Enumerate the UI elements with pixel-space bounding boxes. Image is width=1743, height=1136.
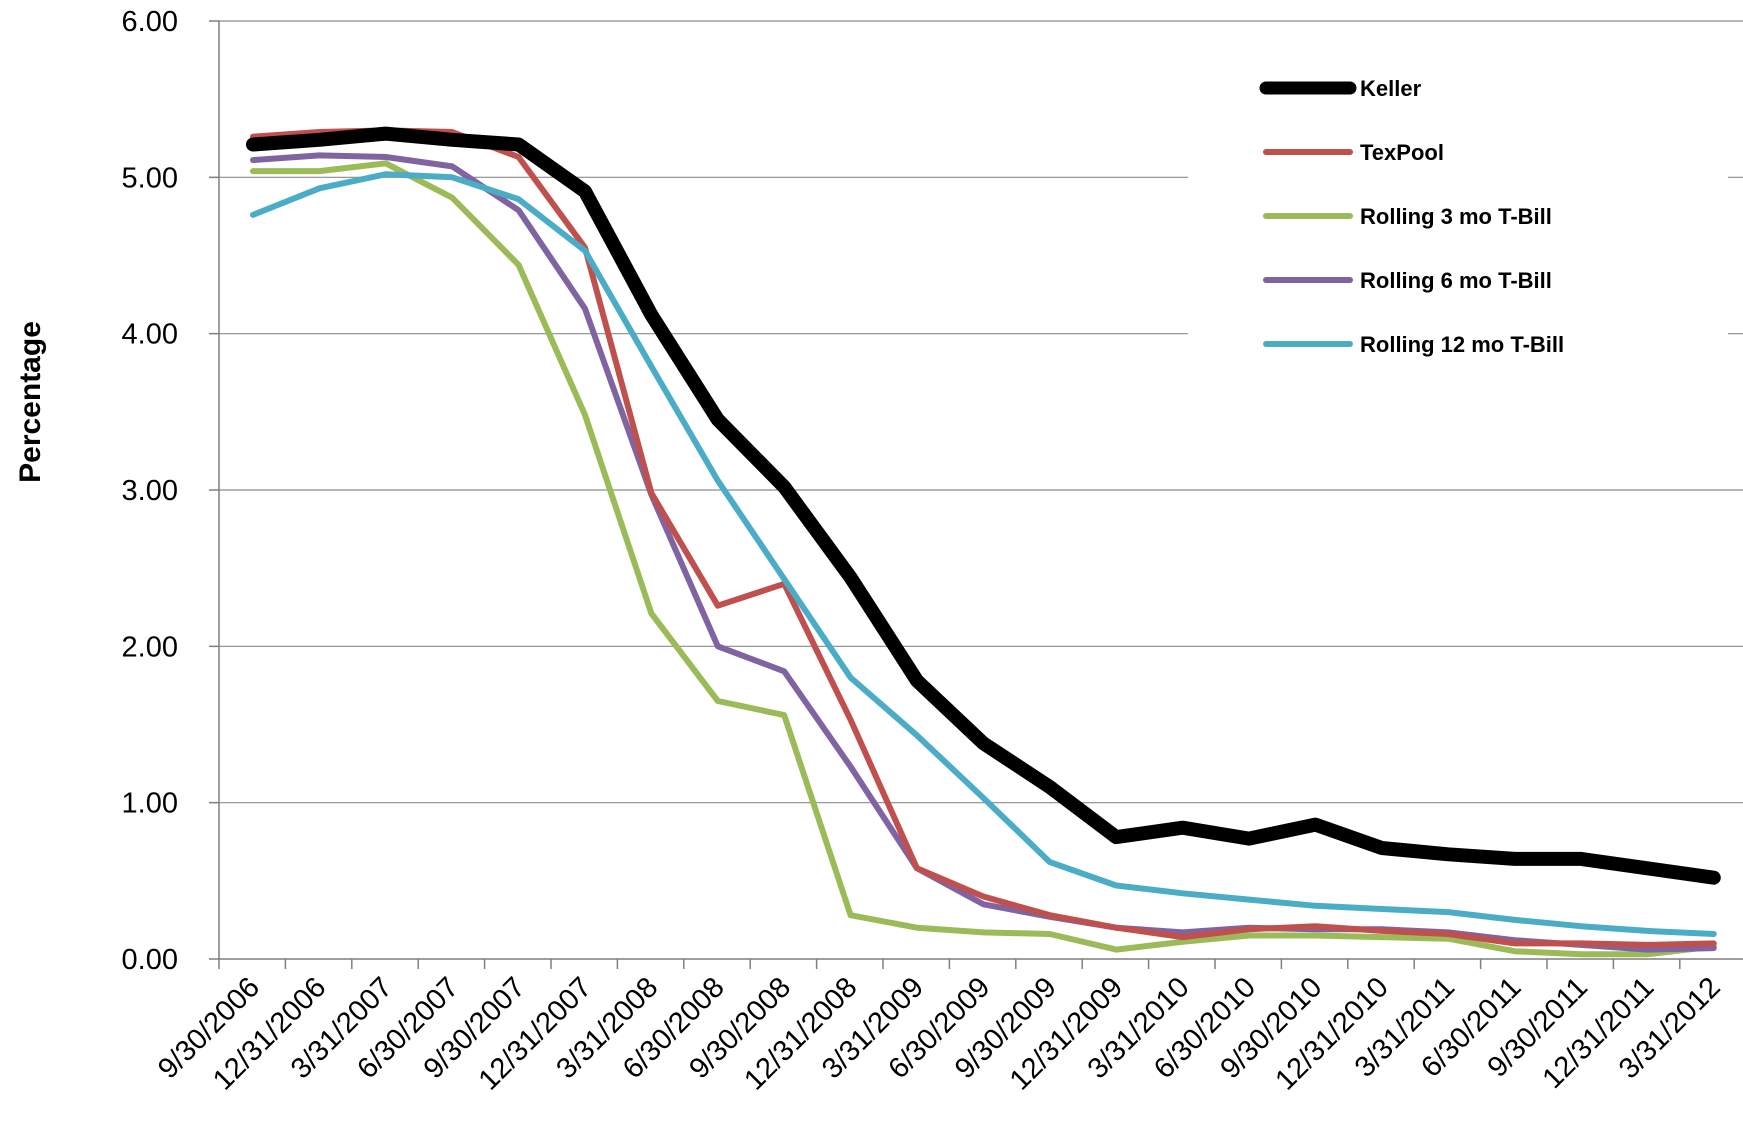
y-tick-label: 0.00 (122, 944, 178, 976)
y-tick-labels: 0.00 1.00 2.00 3.00 4.00 5.00 6.00 (122, 6, 178, 976)
legend: Keller TexPool Rolling 3 mo T-Bill Rolling … (1259, 76, 1564, 357)
x-tick-labels: 9/30/200612/31/20063/31/20076/30/20079/3… (152, 971, 1727, 1096)
y-tick-label: 5.00 (122, 162, 178, 194)
series-line-rolling-3-mo-t-bill (250, 160, 1717, 958)
y-tick-label: 6.00 (122, 6, 178, 38)
legend-label-texpool: TexPool (1360, 140, 1444, 165)
series-lines (246, 126, 1721, 958)
y-tick-label: 3.00 (122, 475, 178, 507)
legend-label-rolling-12-mo-t-bill: Rolling 12 mo T-Bill (1360, 332, 1564, 357)
axes (209, 20, 1743, 969)
legend-label-rolling-3-mo-t-bill: Rolling 3 mo T-Bill (1360, 204, 1552, 229)
series-line-rolling-12-mo-t-bill (250, 171, 1717, 937)
y-tick-label: 4.00 (122, 319, 178, 351)
y-axis-title: Percentage (14, 321, 47, 483)
y-tick-label: 2.00 (122, 631, 178, 663)
series-line-keller (246, 126, 1721, 885)
legend-label-keller: Keller (1360, 76, 1422, 101)
legend-label-rolling-6-mo-t-bill: Rolling 6 mo T-Bill (1360, 268, 1552, 293)
y-tick-label: 1.00 (122, 788, 178, 820)
